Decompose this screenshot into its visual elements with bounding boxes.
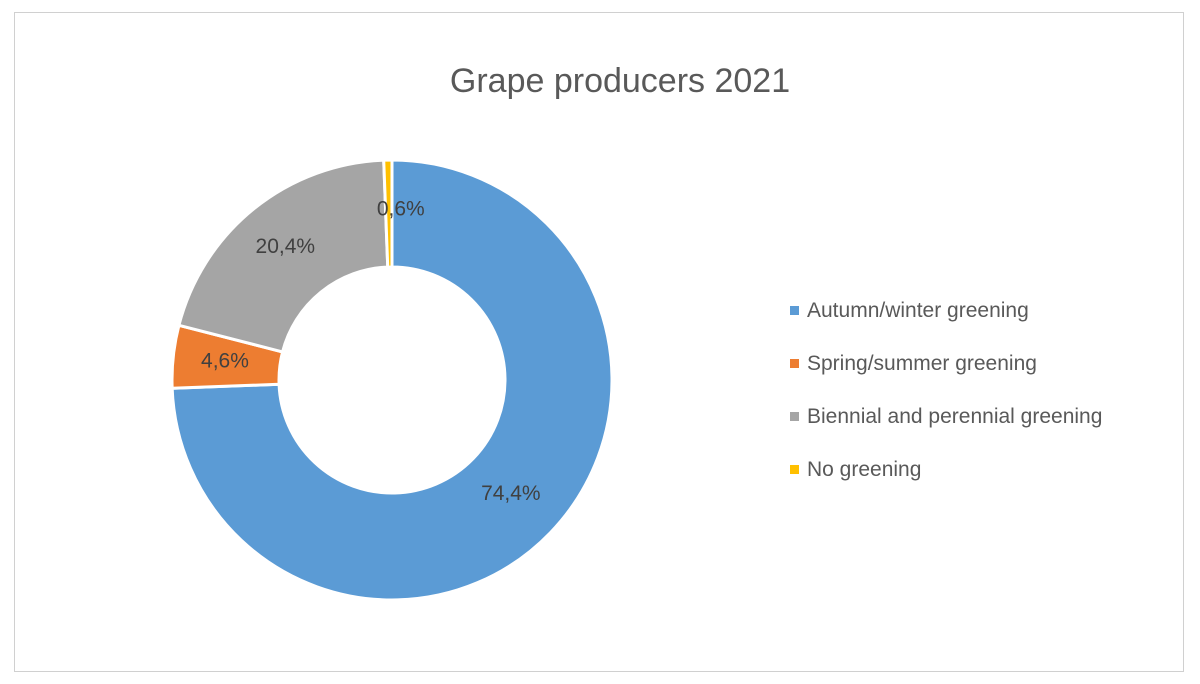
legend-label: Spring/summer greening bbox=[807, 351, 1037, 375]
slice-no-greening bbox=[382, 158, 394, 269]
legend-item-spring-summer-greening: Spring/summer greening bbox=[790, 337, 1102, 390]
chart-legend: Autumn/winter greening Spring/summer gree… bbox=[790, 284, 1102, 496]
legend-item-biennial-and-perennial-greening: Biennial and perennial greening bbox=[790, 390, 1102, 443]
legend-swatch bbox=[790, 412, 799, 421]
chart-title: Grape producers 2021 bbox=[449, 62, 791, 100]
legend-swatch bbox=[790, 359, 799, 368]
legend-swatch bbox=[790, 306, 799, 315]
data-label-no-greening: 0,6% bbox=[377, 198, 425, 221]
data-label-biennial-and-perennial-greening: 20,4% bbox=[256, 235, 316, 258]
data-label-autumn-winter-greening: 74,4% bbox=[481, 482, 541, 505]
legend-label: No greening bbox=[807, 457, 922, 481]
slice-autumn-winter-greening bbox=[170, 158, 614, 602]
legend-label: Autumn/winter greening bbox=[807, 298, 1029, 322]
legend-item-autumn-winter-greening: Autumn/winter greening bbox=[790, 284, 1102, 337]
legend-swatch bbox=[790, 465, 799, 474]
data-label-spring-summer-greening: 4,6% bbox=[201, 350, 249, 373]
slice-biennial-and-perennial-greening bbox=[177, 158, 390, 354]
legend-item-no-greening: No greening bbox=[790, 443, 1102, 496]
legend-label: Biennial and perennial greening bbox=[807, 404, 1103, 428]
